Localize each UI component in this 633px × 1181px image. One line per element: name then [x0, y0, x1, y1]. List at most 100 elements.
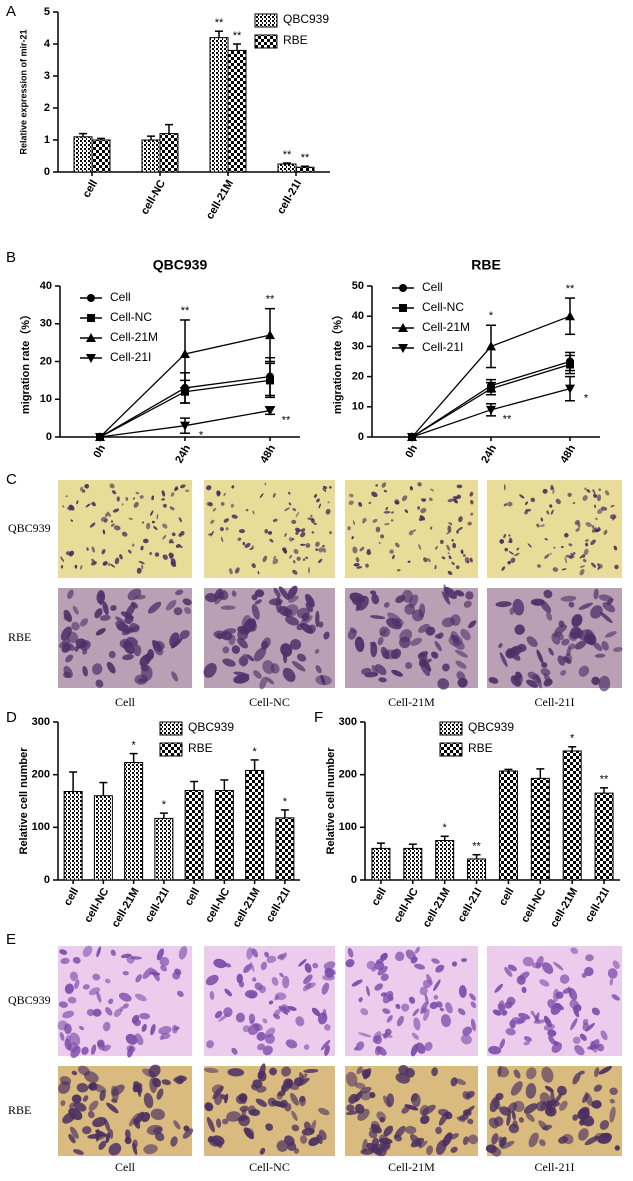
- y-axis-label: migration rate（%）: [19, 309, 32, 414]
- micrograph: [345, 1064, 479, 1157]
- cell-blob: [264, 951, 270, 958]
- cell-blob: [465, 591, 474, 600]
- cell-blob: [593, 491, 596, 494]
- cell-blob: [584, 1092, 593, 1107]
- cell-blob: [154, 552, 160, 557]
- cell-blob: [298, 959, 307, 967]
- cell-blob: [103, 518, 108, 523]
- cell-blob: [156, 1088, 164, 1100]
- cell-blob: [113, 1008, 122, 1018]
- cell-blob: [72, 605, 79, 615]
- cell-blob: [231, 645, 241, 654]
- cell-blob: [612, 960, 620, 969]
- cell-blob: [384, 522, 390, 526]
- y-axis-label: migration rate（%）: [331, 309, 344, 414]
- cell-blob: [292, 569, 298, 575]
- cell-blob: [512, 1017, 525, 1024]
- cell-blob: [249, 547, 254, 550]
- cell-blob: [549, 504, 553, 508]
- cell-blob: [132, 1142, 138, 1156]
- cell-blob: [208, 533, 212, 536]
- cell-blob: [292, 560, 296, 564]
- cell-blob: [295, 511, 300, 518]
- cell-blob: [239, 1093, 248, 1102]
- cell-blob: [395, 951, 405, 962]
- cell-blob: [609, 978, 614, 986]
- cell-blob: [89, 1084, 96, 1091]
- cell-blob: [288, 537, 293, 542]
- cell-blob: [141, 1023, 147, 1032]
- x-tick-label: 24h: [173, 443, 193, 466]
- cell-blob: [305, 593, 315, 608]
- cell-blob: [518, 1012, 531, 1020]
- cell-blob: [355, 557, 360, 563]
- micrograph: [487, 588, 623, 692]
- y-tick-label: 3: [44, 70, 50, 82]
- cell-blob: [95, 628, 106, 636]
- cell-blob: [161, 1079, 171, 1086]
- cell-blob: [264, 1033, 275, 1044]
- cell-blob: [570, 947, 579, 955]
- cell-blob: [598, 594, 613, 602]
- cell-blob: [440, 1014, 451, 1028]
- cell-blob: [233, 674, 250, 684]
- bar: [277, 163, 297, 173]
- cell-blob: [591, 1007, 600, 1016]
- cell-blob: [417, 506, 421, 510]
- cell-blob: [122, 1003, 129, 1009]
- cell-blob: [345, 1110, 360, 1116]
- cell-blob: [252, 510, 255, 515]
- cell-blob: [82, 666, 88, 677]
- cell-blob: [231, 1047, 238, 1055]
- cell-blob: [142, 538, 149, 544]
- cell-blob: [173, 607, 183, 616]
- cell-blob: [265, 676, 275, 685]
- cell-blob: [223, 1007, 233, 1018]
- legend-label: RBE: [468, 741, 493, 755]
- cell-blob: [570, 1018, 578, 1031]
- significance: **: [301, 152, 310, 164]
- cell-blob: [60, 957, 70, 965]
- cell-blob: [130, 601, 139, 609]
- cell-blob: [497, 1066, 509, 1078]
- cell-blob: [280, 952, 287, 961]
- cell-blob: [409, 1134, 422, 1147]
- cell-blob: [305, 556, 309, 560]
- cell-blob: [410, 1044, 418, 1057]
- cell-blob: [84, 483, 90, 489]
- cell-blob: [249, 1020, 255, 1025]
- cell-blob: [320, 674, 326, 685]
- cell-blob: [288, 502, 292, 506]
- micrograph: [58, 588, 192, 688]
- cell-blob: [156, 948, 165, 961]
- cell-blob: [546, 510, 550, 515]
- cell-blob: [507, 501, 513, 507]
- micrograph: [487, 480, 622, 578]
- cell-blob: [368, 501, 372, 505]
- cell-blob: [572, 502, 576, 505]
- cell-blob: [92, 1008, 102, 1017]
- cell-blob: [539, 979, 550, 987]
- bar: [91, 139, 111, 173]
- cell-blob: [383, 1125, 394, 1137]
- cell-blob: [448, 555, 452, 560]
- cell-blob: [169, 555, 173, 559]
- cell-blob: [614, 1145, 620, 1151]
- cell-blob: [293, 549, 299, 555]
- cell-blob: [596, 1043, 605, 1052]
- cell-blob: [272, 1008, 282, 1017]
- cell-blob: [149, 510, 154, 517]
- cell-blob: [533, 1014, 540, 1023]
- cell-blob: [426, 1145, 434, 1156]
- cell-blob: [303, 1068, 319, 1073]
- cell-blob: [318, 1107, 330, 1116]
- cell-blob: [574, 640, 587, 650]
- cell-blob: [299, 1095, 306, 1103]
- cell-blob: [526, 636, 538, 648]
- cell-blob: [362, 517, 367, 523]
- cell-blob: [60, 1100, 66, 1107]
- x-tick-label: cell-21I: [264, 886, 293, 924]
- significance: *: [283, 796, 288, 808]
- micrograph: [58, 1064, 194, 1156]
- cell-blob: [591, 676, 600, 686]
